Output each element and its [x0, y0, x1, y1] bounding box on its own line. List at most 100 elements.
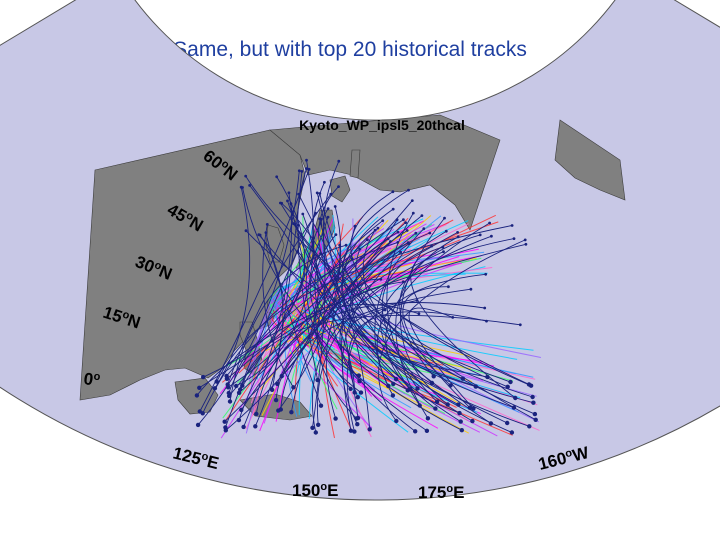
historical-track: [238, 241, 391, 394]
track-start-dot: [393, 376, 399, 382]
track-end-arrow: [524, 242, 528, 246]
historical-track: [241, 314, 521, 386]
track-start-dot: [473, 384, 478, 389]
track-end-arrow: [287, 191, 291, 195]
track-start-dot: [488, 421, 494, 426]
track-end-arrow: [244, 229, 248, 233]
model-track: [305, 257, 482, 410]
land-kamchatka: [269, 114, 501, 231]
track-end-arrow: [411, 211, 415, 215]
track-start-dot: [356, 373, 361, 378]
track-start-dot: [194, 393, 200, 398]
track-start-dot: [390, 393, 396, 398]
historical-track: [216, 225, 513, 382]
track-start-dot: [269, 387, 275, 392]
track-end-arrow: [396, 241, 400, 244]
historical-track: [242, 187, 428, 432]
track-end-arrow: [405, 229, 409, 232]
historical-track: [224, 212, 316, 428]
historical-track: [254, 234, 284, 427]
track-end-arrow: [401, 280, 405, 284]
track-end-arrow: [292, 222, 295, 226]
track-end-arrow: [275, 175, 279, 179]
historical-track: [318, 186, 492, 424]
model-track: [251, 218, 354, 408]
track-end-arrow: [490, 234, 493, 238]
historical-track: [225, 245, 341, 431]
track-end-arrow: [417, 312, 421, 316]
track-start-dot: [289, 410, 294, 415]
historical-track: [315, 239, 368, 376]
track-start-dot: [236, 417, 242, 423]
track-start-dot: [234, 383, 239, 389]
track-start-dot: [530, 394, 535, 400]
track-start-dot: [318, 403, 324, 408]
track-start-dot: [367, 427, 372, 432]
historical-track: [243, 203, 293, 428]
track-start-dot: [471, 406, 476, 411]
track-end-arrow: [366, 238, 369, 242]
track-end-arrow: [323, 180, 326, 184]
track-start-dot: [358, 390, 364, 395]
track-end-arrow: [396, 230, 400, 234]
track-start-dot: [527, 424, 532, 429]
track-start-dot: [291, 385, 296, 390]
track-end-arrow: [379, 277, 383, 281]
historical-track: [311, 182, 397, 380]
lat-label-0: 0o: [82, 369, 101, 390]
track-end-arrow: [344, 243, 348, 247]
track-start-dot: [533, 417, 538, 422]
track-end-arrow: [428, 231, 432, 235]
track-start-dot: [526, 382, 532, 387]
historical-track: [339, 232, 417, 382]
historical-track: [214, 187, 251, 389]
historical-track: [309, 253, 460, 414]
track-start-dot: [460, 376, 466, 381]
historical-track: [197, 170, 300, 426]
track-start-dot: [391, 381, 396, 387]
track-end-arrow: [333, 205, 337, 208]
track-end-arrow: [373, 228, 377, 232]
track-start-dot: [531, 400, 536, 405]
track-end-arrow: [391, 190, 395, 194]
track-end-arrow: [391, 207, 395, 211]
track-start-dot: [253, 424, 258, 429]
historical-track: [350, 230, 530, 427]
historical-track: [325, 232, 430, 419]
track-end-arrow: [510, 224, 514, 227]
track-start-dot: [355, 415, 361, 421]
track-end-arrow: [315, 191, 319, 195]
track-start-dot: [241, 424, 246, 430]
historical-track: [245, 230, 511, 383]
historical-track: [265, 232, 322, 406]
track-start-dot: [227, 399, 233, 404]
track-end-arrow: [512, 237, 516, 241]
slide-title: Same, but with top 20 historical tracks: [173, 38, 527, 61]
historical-track: [408, 307, 474, 409]
track-start-dot: [459, 428, 464, 433]
track-end-arrow: [297, 169, 301, 173]
track-start-dot: [425, 416, 431, 421]
model-track: [251, 272, 428, 416]
track-end-arrow: [286, 199, 289, 203]
track-start-dot: [201, 374, 206, 380]
track-end-arrow: [297, 192, 300, 196]
historical-track: [239, 216, 329, 390]
model-track: [292, 263, 471, 370]
track-end-arrow: [483, 306, 487, 310]
track-end-arrow: [350, 257, 354, 260]
track-end-arrow: [407, 188, 410, 192]
track-start-dot: [240, 383, 245, 388]
historical-track: [275, 288, 471, 401]
lon-label-150e: 150oE: [292, 481, 338, 500]
track-start-dot: [224, 376, 230, 381]
track-start-dot: [197, 385, 202, 390]
track-end-arrow: [383, 308, 387, 312]
track-end-arrow: [422, 227, 426, 231]
track-start-dot: [348, 428, 354, 433]
historical-track: [341, 278, 381, 431]
track-end-arrow: [478, 233, 482, 237]
historical-track: [410, 246, 516, 399]
map-title: Kyoto_WP_ipsl5_20thcal: [299, 117, 465, 133]
